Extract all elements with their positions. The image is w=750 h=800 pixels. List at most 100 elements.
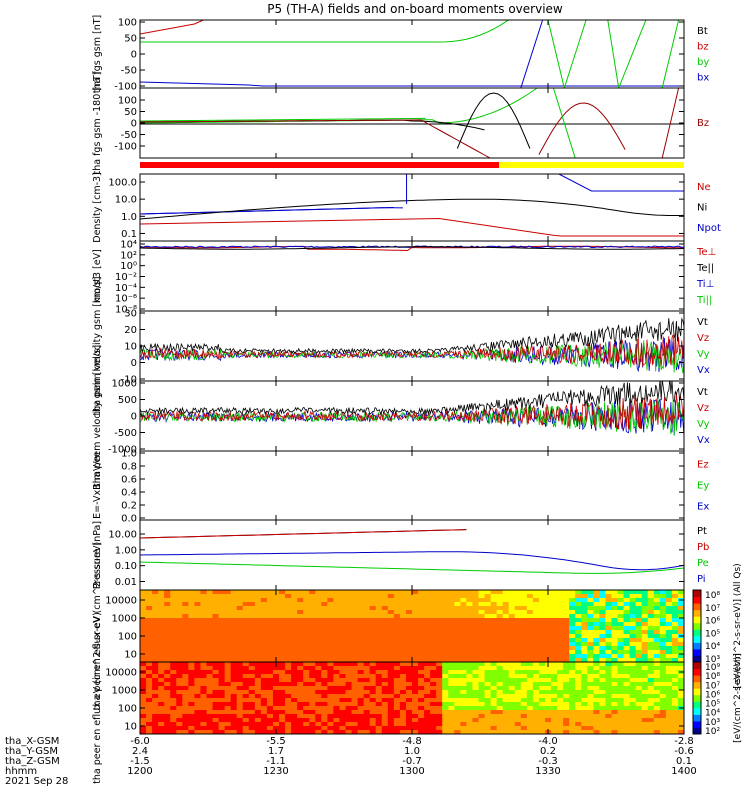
heatmap-cell xyxy=(647,650,655,655)
heatmap-cell xyxy=(605,710,613,715)
heatmap-cell xyxy=(405,594,413,599)
heatmap-cell xyxy=(436,690,443,695)
heatmap-cell xyxy=(544,702,552,707)
heatmap-cell xyxy=(200,630,208,635)
heatmap-cell xyxy=(200,646,208,651)
heatmap-cell xyxy=(224,658,232,662)
heatmap-cell xyxy=(496,634,504,639)
heatmap-cell xyxy=(665,686,673,691)
series-bz-arc xyxy=(538,102,626,155)
heatmap-cell xyxy=(327,598,335,603)
heatmap-cell xyxy=(230,710,238,715)
heatmap-cell xyxy=(393,598,401,603)
heatmap-cell xyxy=(260,698,268,703)
heatmap-cell xyxy=(659,614,667,619)
heatmap-cell xyxy=(508,670,516,675)
heatmap-cell xyxy=(677,690,684,695)
heatmap-cell xyxy=(158,678,165,683)
heatmap-cell xyxy=(599,706,607,711)
heatmap-cell xyxy=(333,626,341,631)
heatmap-cell xyxy=(623,658,631,662)
heatmap-cell xyxy=(146,706,153,711)
heatmap-cell xyxy=(647,718,655,723)
heatmap-cell xyxy=(140,606,147,611)
heatmap-cell xyxy=(557,622,564,627)
heatmap-cell xyxy=(369,670,377,675)
heatmap-cell xyxy=(587,702,594,707)
heatmap-cell xyxy=(158,650,165,655)
heatmap-cell xyxy=(611,618,619,623)
heatmap-cell xyxy=(206,698,214,703)
heatmap-cell xyxy=(164,706,171,711)
heatmap-cell xyxy=(581,662,588,667)
heatmap-cell xyxy=(593,622,600,627)
heatmap-cell xyxy=(279,618,286,623)
heatmap-cell xyxy=(605,630,613,635)
heatmap-cell xyxy=(544,726,552,731)
heatmap-cell xyxy=(339,674,347,679)
heatmap-cell xyxy=(466,666,474,671)
heatmap-cell xyxy=(641,634,649,639)
heatmap-cell xyxy=(297,674,304,679)
heatmap-cell xyxy=(272,606,280,611)
heatmap-cell xyxy=(544,722,552,727)
heatmap-cell xyxy=(212,690,220,695)
heatmap-cell xyxy=(514,594,522,599)
heatmap-cell xyxy=(285,718,292,723)
heatmap-cell xyxy=(387,626,395,631)
heatmap-cell xyxy=(387,686,395,691)
heatmap-cell xyxy=(514,646,522,651)
heatmap-cell xyxy=(375,650,383,655)
heatmap-cell xyxy=(381,626,389,631)
heatmap-cell xyxy=(381,654,389,659)
heatmap-cell xyxy=(460,682,467,687)
heatmap-cell xyxy=(140,614,147,619)
heatmap-cell xyxy=(490,598,498,603)
heatmap-cell xyxy=(321,710,328,715)
heatmap-cell xyxy=(575,682,582,687)
heatmap-cell xyxy=(242,726,250,731)
heatmap-cell xyxy=(460,638,467,643)
heatmap-cell xyxy=(557,706,564,711)
heatmap-cell xyxy=(140,662,147,667)
heatmap-cell xyxy=(164,618,171,623)
heatmap-cell xyxy=(152,598,159,603)
heatmap-cell xyxy=(327,718,335,723)
heatmap-cell xyxy=(538,642,546,647)
ytick-label: 50 xyxy=(124,107,137,118)
heatmap-cell xyxy=(363,594,371,599)
heatmap-cell xyxy=(339,706,347,711)
heatmap-cell xyxy=(146,622,153,627)
heatmap-cell xyxy=(460,702,467,707)
heatmap-cell xyxy=(412,662,419,667)
heatmap-cell xyxy=(514,626,522,631)
colorbar-segment xyxy=(693,596,701,604)
heatmap-cell xyxy=(520,722,528,727)
ytick-label: 0 xyxy=(131,50,137,61)
heatmap-cell xyxy=(315,674,322,679)
heatmap-cell xyxy=(659,594,667,599)
heatmap-cell xyxy=(170,658,177,662)
heatmap-cell xyxy=(665,654,673,659)
heatmap-cell xyxy=(520,634,528,639)
heatmap-cell xyxy=(266,658,274,662)
heatmap-cell xyxy=(140,626,147,631)
heatmap-cell xyxy=(430,630,437,635)
heatmap-cell xyxy=(200,662,208,667)
heatmap-cell xyxy=(242,690,250,695)
colorbar-tick: 10⁸ xyxy=(705,672,720,682)
heatmap-cell xyxy=(659,714,667,719)
heatmap-cell xyxy=(557,670,564,675)
heatmap-cell xyxy=(170,638,177,643)
heatmap-cell xyxy=(412,638,419,643)
heatmap-cell xyxy=(557,678,564,683)
heatmap-cell xyxy=(544,598,552,603)
heatmap-cell xyxy=(242,610,250,615)
heatmap-cell xyxy=(351,622,359,627)
heatmap-cell xyxy=(327,690,335,695)
heatmap-cell xyxy=(399,722,407,727)
heatmap-cell xyxy=(339,622,347,627)
heatmap-cell xyxy=(224,590,232,595)
heatmap-cell xyxy=(526,610,534,615)
